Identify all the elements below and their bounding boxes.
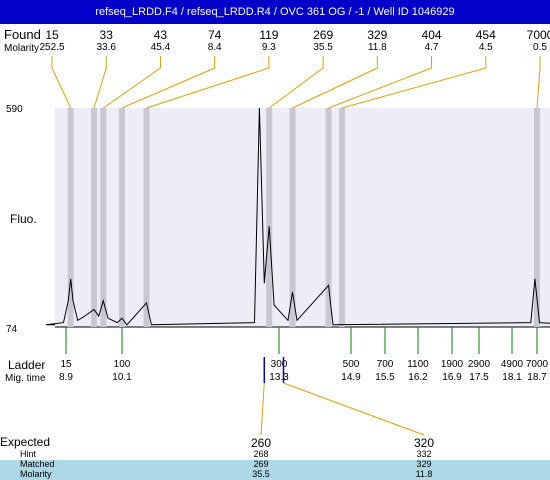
ladder-size: 1100: [407, 359, 429, 370]
expected-connector: [260, 382, 265, 436]
peak-connector: [328, 56, 433, 109]
ladder-label: Ladder: [8, 358, 45, 372]
peak-connector: [536, 56, 541, 109]
ladder-time: 16.2: [408, 372, 428, 383]
peak-band: [266, 108, 273, 327]
ladder-size: 300: [271, 359, 288, 370]
expected-value: 320: [414, 436, 434, 450]
found-peak-size: 269: [313, 28, 333, 42]
found-peak-size: 33: [100, 28, 114, 42]
ladder-time: 17.5: [469, 372, 489, 383]
hint-value: 268: [253, 449, 268, 459]
peak-connector: [146, 56, 270, 109]
found-peak-molarity: 11.8: [368, 42, 387, 53]
peak-connector: [341, 56, 487, 109]
ladder-size: 4900: [501, 359, 524, 370]
fluo-axis-label: Fluo.: [10, 212, 37, 226]
ladder-size: 700: [377, 359, 394, 370]
expected-value: 260: [251, 436, 271, 450]
ladder-time: 13.3: [269, 372, 289, 383]
peak-band: [67, 108, 74, 327]
peak-band: [143, 108, 150, 327]
peak-band: [91, 108, 97, 327]
ladder-time: 14.9: [341, 372, 361, 383]
ladder-time: 16.9: [442, 372, 462, 383]
fluorescence-trace: [45, 107, 550, 326]
peak-band: [100, 108, 107, 327]
y-axis-top-label: 590: [6, 104, 23, 115]
chart-title: refseq_LRDD.F4 / refseq_LRDD.R4 / OVC 36…: [0, 0, 550, 24]
peak-connector: [51, 56, 72, 109]
ladder-time: 18.7: [527, 372, 547, 383]
found-peak-molarity: 4.5: [479, 42, 493, 53]
found-peak-size: 454: [476, 28, 496, 42]
ladder-size: 15: [60, 359, 72, 370]
ladder-size: 500: [343, 359, 360, 370]
ladder-size: 1900: [441, 359, 464, 370]
matched-value: 269: [253, 459, 268, 469]
ladder-time: 15.5: [375, 372, 395, 383]
table-highlight: [0, 460, 550, 480]
ladder-size: 7000: [526, 359, 549, 370]
found-peak-size: 7000: [527, 28, 550, 42]
found-peak-size: 43: [154, 28, 168, 42]
hint-value: 332: [416, 449, 431, 459]
found-label: Found: [4, 27, 41, 42]
peak-band: [325, 108, 332, 327]
molarity-value: 11.8: [416, 469, 433, 479]
peak-band: [119, 108, 125, 327]
found-peak-molarity: 9.3: [262, 42, 276, 53]
found-peak-molarity: 8.4: [208, 42, 222, 53]
expected-connector: [283, 382, 425, 436]
matched-label: Matched: [20, 459, 55, 469]
found-peak-molarity: 35.5: [313, 42, 333, 53]
y-axis-bottom-label: 74: [6, 324, 18, 335]
ladder-time: 18.1: [502, 372, 522, 383]
ladder-time: 8.9: [59, 372, 73, 383]
plot-area: [55, 108, 550, 327]
hint-label: Hint: [20, 449, 37, 459]
found-peak-molarity: 45.4: [151, 42, 171, 53]
molarity-value: 35.5: [252, 469, 270, 479]
peak-connector: [292, 56, 378, 109]
molarity-label: Molarity: [4, 43, 39, 54]
peak-band: [289, 108, 296, 327]
molarity-bottom-label: Molarity: [20, 469, 52, 479]
found-peak-size: 329: [367, 28, 387, 42]
found-peak-molarity: 252.5: [39, 42, 64, 53]
peak-band: [339, 108, 345, 327]
peak-connector: [268, 56, 324, 109]
ladder-size: 100: [114, 359, 131, 370]
ladder-size: 2900: [468, 359, 491, 370]
ladder-time: 10.1: [112, 372, 132, 383]
peak-connector: [103, 56, 161, 109]
peak-connector: [121, 56, 216, 109]
peak-connector: [93, 56, 107, 109]
peak-band: [534, 108, 540, 327]
found-peak-size: 404: [422, 28, 442, 42]
matched-value: 329: [416, 459, 431, 469]
found-peak-size: 74: [208, 28, 222, 42]
found-peak-molarity: 33.6: [96, 42, 116, 53]
mig-time-label: Mig. time: [5, 373, 46, 384]
found-peak-molarity: 0.5: [533, 42, 547, 53]
found-peak-size: 15: [45, 28, 59, 42]
found-peak-size: 119: [259, 28, 278, 42]
found-peak-molarity: 4.7: [425, 42, 439, 53]
expected-label: Expected: [0, 435, 50, 449]
